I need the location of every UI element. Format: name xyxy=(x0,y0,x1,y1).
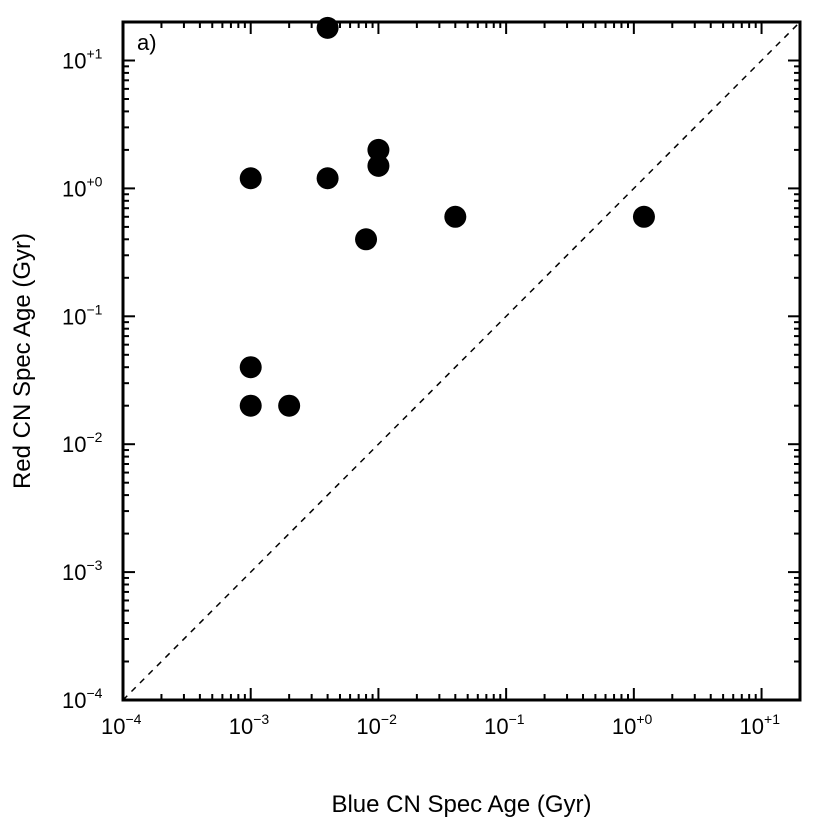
y-tick-exponent: −4 xyxy=(86,685,102,701)
panel-label: a) xyxy=(137,30,157,55)
data-point xyxy=(355,228,378,251)
y-tick-exponent: +1 xyxy=(86,46,102,62)
data-point xyxy=(278,394,301,417)
x-tick-base: 10 xyxy=(229,714,253,739)
y-tick-label: 10−3 xyxy=(62,557,103,585)
x-tick-label: 10+0 xyxy=(612,711,653,739)
y-axis-title: Red CN Spec Age (Gyr) xyxy=(9,233,36,489)
y-tick-label: 10−2 xyxy=(62,429,103,457)
tick-labels-group: 10−4 10−3 10−2 10−1 10+0 10+110−410−310−210−1… xyxy=(62,46,780,739)
y-tick-base: 10 xyxy=(62,688,86,713)
x-tick-exponent: +1 xyxy=(764,711,780,727)
data-point xyxy=(367,154,390,177)
data-point xyxy=(239,167,262,190)
x-tick-exponent: −4 xyxy=(125,711,141,727)
y-tick-exponent: −2 xyxy=(86,429,102,445)
data-point xyxy=(239,394,262,417)
y-tick-base: 10 xyxy=(62,304,86,329)
x-tick-exponent: −1 xyxy=(509,711,525,727)
plot-frame xyxy=(121,20,802,702)
y-tick-exponent: −1 xyxy=(86,301,102,317)
data-point xyxy=(367,138,390,161)
y-tick-base: 10 xyxy=(62,432,86,457)
x-tick-label: 10−4 xyxy=(101,711,142,739)
x-tick-exponent: −2 xyxy=(381,711,397,727)
y-tick-label: 10−1 xyxy=(62,301,103,329)
one-to-one-line xyxy=(122,21,801,701)
y-tick-label: 10+0 xyxy=(62,173,103,201)
x-tick-label: 10−1 xyxy=(484,711,525,739)
x-tick-base: 10 xyxy=(612,714,636,739)
data-points-group xyxy=(239,16,655,417)
x-axis-title: Blue CN Spec Age (Gyr) xyxy=(331,791,591,818)
y-tick-label: 10+1 xyxy=(62,46,103,74)
x-tick-base: 10 xyxy=(101,714,125,739)
data-point xyxy=(632,205,655,228)
x-tick-base: 10 xyxy=(356,714,380,739)
y-tick-exponent: −3 xyxy=(86,557,102,573)
data-point xyxy=(239,356,262,379)
y-tick-exponent: +0 xyxy=(86,173,102,189)
y-tick-base: 10 xyxy=(62,176,86,201)
x-tick-base: 10 xyxy=(740,714,764,739)
data-point xyxy=(444,205,467,228)
y-tick-label: 10−4 xyxy=(62,685,103,713)
data-point xyxy=(316,16,339,39)
reference-line-group xyxy=(122,21,801,701)
data-point xyxy=(316,167,339,190)
x-tick-base: 10 xyxy=(484,714,508,739)
x-tick-label: 10−3 xyxy=(229,711,270,739)
x-tick-exponent: −3 xyxy=(253,711,269,727)
x-tick-label: 10−2 xyxy=(356,711,397,739)
x-tick-exponent: +0 xyxy=(636,711,652,727)
x-tick-label: 10+1 xyxy=(740,711,781,739)
y-tick-base: 10 xyxy=(62,560,86,585)
y-tick-base: 10 xyxy=(62,49,86,74)
